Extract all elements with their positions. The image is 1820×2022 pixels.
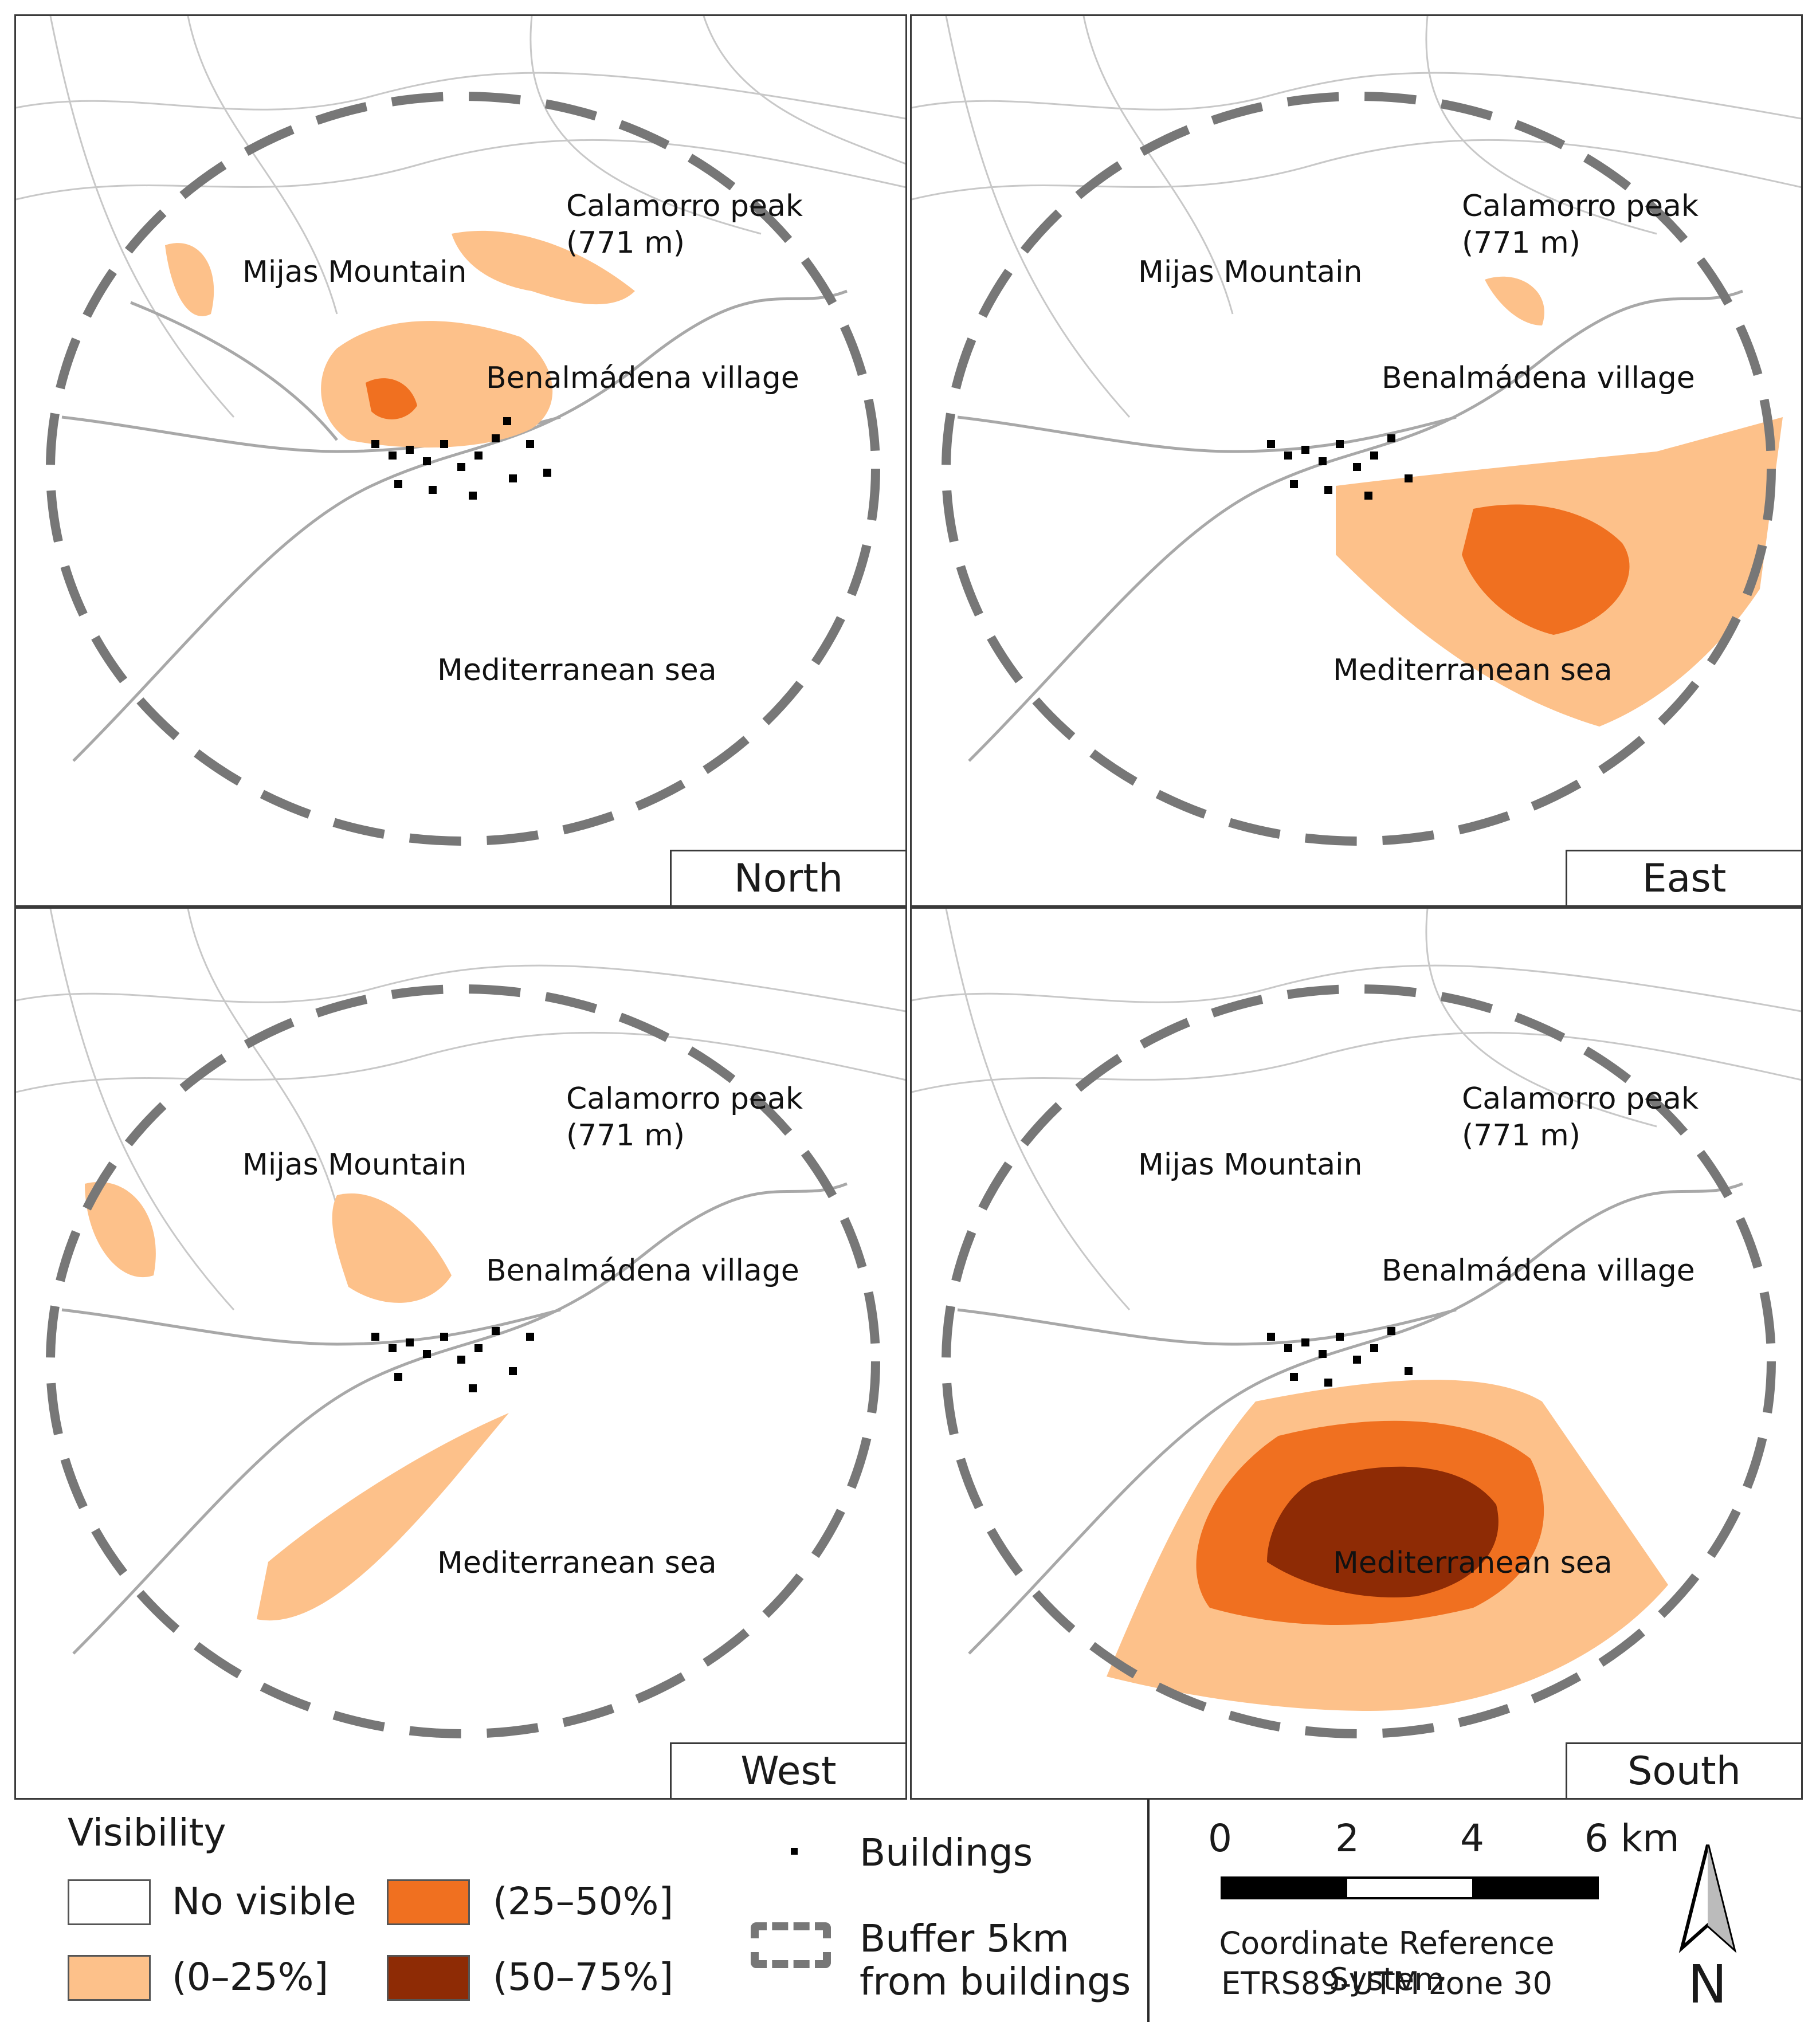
label-calamorro-peak: Calamorro peak (771 m) [1462, 189, 1699, 260]
scale-tick-2: 2 [1335, 1816, 1359, 1860]
visibility-area [366, 378, 417, 419]
map-west-svg [16, 909, 905, 1738]
legend-divider [1147, 1799, 1150, 2022]
north-arrow-label: N [1688, 1954, 1727, 2015]
map-panel-south: Mijas Mountain Calamorro peak (771 m) Be… [910, 907, 1803, 1800]
map-south-svg [912, 909, 1801, 1738]
legend-title: Visibility [68, 1811, 226, 1855]
swatch-25-50 [387, 1879, 470, 1925]
label-benalmadena-village: Benalmádena village [1382, 1254, 1695, 1288]
visibility-area [1485, 276, 1544, 325]
legend-label-0-25: (0–25%] [172, 1955, 329, 1999]
map-east-svg [912, 16, 1801, 846]
label-mediterranean-sea: Mediterranean sea [1333, 653, 1613, 688]
label-calamorro-peak: Calamorro peak (771 m) [566, 189, 803, 260]
direction-label: North [670, 850, 905, 905]
scale-tick-6: 6 km [1584, 1816, 1680, 1860]
label-mijas-mountain: Mijas Mountain [242, 255, 467, 289]
buildings-cluster [1267, 1327, 1413, 1387]
legend-label-no-visible: No visible [172, 1879, 356, 1923]
crs-line-1: Coordinate Reference System [1219, 1925, 1555, 1997]
label-calamorro-peak: Calamorro peak (771 m) [566, 1082, 803, 1153]
visibility-area [1267, 1466, 1499, 1597]
scale-bar [1221, 1876, 1599, 1899]
direction-label: South [1566, 1742, 1801, 1798]
legend: Visibility No visible (0–25%] (25–50%] (… [0, 1799, 1820, 2022]
label-calamorro-peak: Calamorro peak (771 m) [1462, 1082, 1699, 1153]
direction-label: East [1566, 850, 1801, 905]
visibility-area [257, 1413, 509, 1621]
label-benalmadena-village: Benalmádena village [1382, 361, 1695, 395]
label-mijas-mountain: Mijas Mountain [1138, 255, 1363, 289]
scale-tick-4: 4 [1460, 1816, 1484, 1860]
scale-tick-0: 0 [1208, 1816, 1232, 1860]
label-benalmadena-village: Benalmádena village [486, 361, 799, 395]
buildings-cluster [371, 1327, 534, 1392]
visibility-area [85, 1181, 156, 1278]
visibility-area [452, 230, 635, 305]
label-mediterranean-sea: Mediterranean sea [1333, 1546, 1613, 1580]
label-mediterranean-sea: Mediterranean sea [437, 1546, 717, 1580]
legend-label-25-50: (25–50%] [493, 1879, 674, 1923]
buildings-symbol [791, 1848, 798, 1855]
swatch-0-25 [68, 1955, 151, 2001]
swatch-no-visible [68, 1879, 151, 1925]
map-panel-west: Mijas Mountain Calamorro peak (771 m) Be… [14, 907, 907, 1800]
legend-label-buildings: Buildings [860, 1831, 1033, 1875]
north-arrow-icon [1678, 1844, 1737, 1953]
direction-label: West [670, 1742, 905, 1798]
buildings-cluster [1267, 434, 1413, 500]
swatch-50-75 [387, 1955, 470, 2001]
label-mijas-mountain: Mijas Mountain [242, 1148, 467, 1182]
visibility-area [165, 243, 214, 316]
map-panel-north: Mijas Mountain Calamorro peak (771 m) Be… [14, 14, 907, 907]
visibility-area [1462, 504, 1630, 635]
legend-label-buffer-1: Buffer 5km [860, 1917, 1069, 1961]
buffer-symbol [751, 1922, 831, 1968]
legend-label-buffer-2: from buildings [860, 1960, 1131, 2004]
label-mijas-mountain: Mijas Mountain [1138, 1148, 1363, 1182]
map-north-svg [16, 16, 905, 846]
legend-label-50-75: (50–75%] [493, 1955, 674, 1999]
visibility-area [332, 1193, 452, 1303]
label-mediterranean-sea: Mediterranean sea [437, 653, 717, 688]
map-panel-east: Mijas Mountain Calamorro peak (771 m) Be… [910, 14, 1803, 907]
label-benalmadena-village: Benalmádena village [486, 1254, 799, 1288]
buildings-cluster [371, 417, 551, 500]
crs-line-2: ETRS89-UTM zone 30 [1221, 1965, 1553, 2001]
